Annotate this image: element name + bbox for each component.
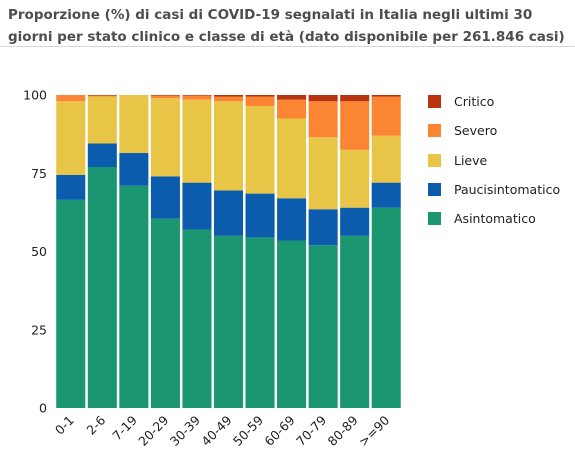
bar-segment-severo bbox=[245, 96, 275, 106]
bar-segment-paucisintomatico bbox=[371, 182, 401, 208]
y-tick-label: 0 bbox=[39, 401, 47, 416]
bar-segment-asintomatico bbox=[308, 245, 338, 408]
bar-segment-critico bbox=[213, 95, 244, 97]
x-tick-label: 0-1 bbox=[52, 413, 77, 438]
bar-segment-asintomatico bbox=[245, 237, 275, 408]
y-tick-label: 75 bbox=[31, 166, 47, 181]
bar-segment-paucisintomatico bbox=[56, 174, 86, 200]
bar-segment-asintomatico bbox=[150, 218, 180, 408]
bar-segment-critico bbox=[182, 95, 212, 96]
bar-segment-paucisintomatico bbox=[308, 209, 338, 246]
legend-swatch bbox=[428, 153, 441, 167]
x-tick-label: 2-6 bbox=[83, 412, 108, 437]
bar-segment-critico bbox=[245, 95, 275, 97]
bar-segment-critico bbox=[87, 95, 117, 96]
legend-swatch bbox=[428, 182, 441, 196]
bar-segment-lieve bbox=[119, 95, 149, 153]
bar-segment-lieve bbox=[371, 135, 401, 183]
legend-swatch bbox=[428, 95, 441, 109]
bar-segment-paucisintomatico bbox=[150, 176, 180, 219]
bar-segment-paucisintomatico bbox=[213, 190, 244, 236]
bar-segment-critico bbox=[340, 95, 370, 102]
bar-segment-severo bbox=[277, 99, 307, 119]
bar-segment-asintomatico bbox=[87, 166, 117, 408]
bar-segment-critico bbox=[277, 95, 307, 100]
bar-segment-lieve bbox=[87, 96, 117, 144]
bar-segment-critico bbox=[371, 95, 401, 97]
bar-segment-asintomatico bbox=[182, 229, 212, 408]
x-tick-label: 80-89 bbox=[325, 412, 361, 448]
legend-label: Asintomatico bbox=[454, 211, 536, 227]
legend-item-asintomatico[interactable]: Asintomatico bbox=[428, 204, 560, 233]
bar-segment-lieve bbox=[340, 149, 370, 208]
bar-segment-lieve bbox=[277, 118, 307, 199]
bar-segment-paucisintomatico bbox=[277, 198, 307, 241]
bar-segment-paucisintomatico bbox=[87, 143, 117, 167]
bar-segment-critico bbox=[308, 95, 338, 102]
x-tick-label: 60-69 bbox=[261, 412, 297, 448]
bar-segment-severo bbox=[87, 95, 117, 97]
legend-swatch bbox=[428, 124, 441, 138]
chart-title: Proporzione (%) di casi di COVID-19 segn… bbox=[8, 7, 565, 45]
bar-segment-asintomatico bbox=[213, 235, 244, 408]
bar-segment-lieve bbox=[182, 99, 212, 183]
bar-segment-paucisintomatico bbox=[119, 152, 149, 186]
bar-segment-paucisintomatico bbox=[245, 193, 275, 238]
bar-segment-severo bbox=[308, 101, 338, 138]
bar-segment-asintomatico bbox=[56, 199, 86, 408]
legend-label: Critico bbox=[454, 94, 495, 110]
bar-segment-lieve bbox=[150, 98, 180, 177]
x-tick-label: 40-49 bbox=[198, 412, 234, 448]
bar-segment-severo bbox=[213, 96, 244, 102]
bar-segment-critico bbox=[150, 95, 180, 96]
legend-item-lieve[interactable]: Lieve bbox=[428, 146, 560, 175]
legend: Critico Severo Lieve Paucisintomatico As… bbox=[428, 87, 560, 233]
x-tick-label: 30-39 bbox=[167, 412, 203, 448]
y-tick-label: 25 bbox=[31, 322, 47, 337]
title-divider bbox=[0, 46, 575, 47]
y-tick-label: 50 bbox=[31, 244, 47, 259]
legend-swatch bbox=[428, 212, 441, 226]
bar-segment-lieve bbox=[56, 101, 86, 175]
bar-segment-severo bbox=[340, 101, 370, 150]
x-tick-label: 70-79 bbox=[293, 412, 329, 448]
legend-label: Paucisintomatico bbox=[454, 181, 561, 197]
bar-segment-lieve bbox=[308, 137, 338, 210]
legend-label: Severo bbox=[454, 123, 498, 139]
legend-item-severo[interactable]: Severo bbox=[428, 116, 560, 145]
bar-segment-asintomatico bbox=[371, 207, 401, 408]
legend-label: Lieve bbox=[454, 152, 488, 168]
x-tick-label: >=90 bbox=[356, 412, 393, 449]
bar-segment-severo bbox=[371, 96, 401, 136]
y-tick-label: 100 bbox=[23, 88, 47, 103]
bar-segment-asintomatico bbox=[277, 240, 307, 408]
bar-segment-asintomatico bbox=[119, 185, 149, 408]
x-tick-label: 20-29 bbox=[135, 412, 171, 448]
x-tick-label: 50-59 bbox=[230, 412, 266, 448]
bar-segment-asintomatico bbox=[340, 235, 370, 408]
bar-segment-severo bbox=[182, 95, 212, 100]
bar-segment-severo bbox=[56, 95, 86, 102]
bar-segment-lieve bbox=[213, 101, 244, 191]
bar-segment-paucisintomatico bbox=[340, 207, 370, 236]
bar-segment-severo bbox=[150, 95, 180, 99]
legend-item-critico[interactable]: Critico bbox=[428, 87, 560, 116]
bar-segment-paucisintomatico bbox=[182, 182, 212, 230]
legend-item-paucisintomatico[interactable]: Paucisintomatico bbox=[428, 175, 560, 204]
bar-segment-lieve bbox=[245, 105, 275, 194]
